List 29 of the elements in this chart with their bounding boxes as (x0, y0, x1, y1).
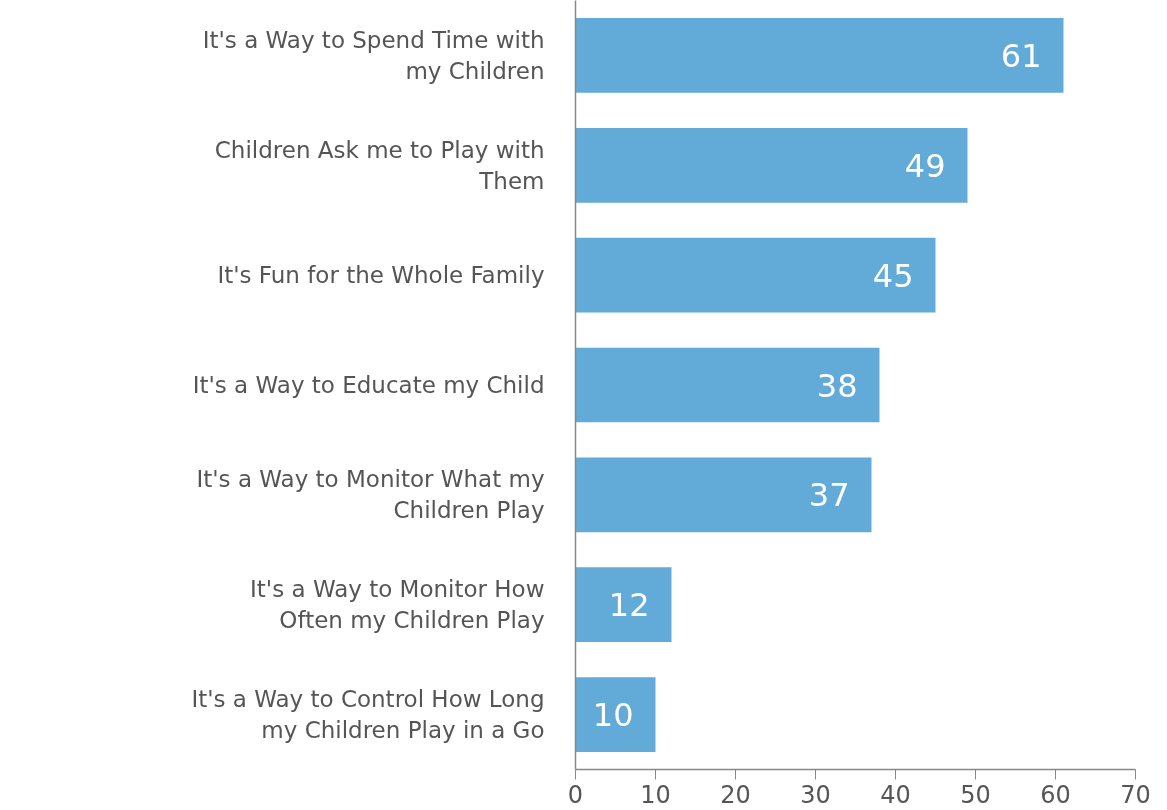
y-tick-label: It's a Way to Monitor How Often my Children Play (250, 576, 545, 634)
data-label: 49 (904, 146, 946, 185)
bar (575, 677, 656, 752)
x-tick-label: 70 (1120, 780, 1151, 809)
y-tick-label: Children Ask me to Play with Them (214, 136, 545, 194)
x-tick-label: 50 (960, 780, 991, 809)
bar (575, 127, 968, 203)
bar (575, 18, 1064, 93)
bar (575, 347, 880, 423)
bar (575, 457, 872, 533)
x-tick-label: 0 (567, 780, 584, 809)
data-label: 12 (608, 586, 650, 625)
y-tick-label: It's a Way to Control How Long my Children Play in a Go (191, 685, 545, 744)
x-tick-label: 20 (720, 780, 751, 809)
x-tick-label: 40 (880, 780, 911, 809)
data-label: 45 (872, 256, 914, 295)
x-tick-label: 60 (1040, 780, 1071, 809)
y-tick-label: It's a Way to Spend Time with my Children (202, 26, 545, 85)
data-label: 10 (592, 696, 634, 735)
bar (575, 567, 672, 643)
y-tick-label: It's a Way to Educate my Child (192, 372, 545, 398)
data-label: 61 (1000, 36, 1042, 75)
bar (575, 237, 936, 313)
x-tick-label: 10 (640, 780, 671, 809)
data-label: 38 (816, 366, 858, 405)
y-tick-label: It's Fun for the Whole Family (217, 262, 545, 289)
x-tick-label: 30 (800, 780, 831, 809)
y-tick-label: It's a Way to Monitor What my Children Play (196, 466, 545, 524)
data-label: 37 (808, 476, 850, 515)
